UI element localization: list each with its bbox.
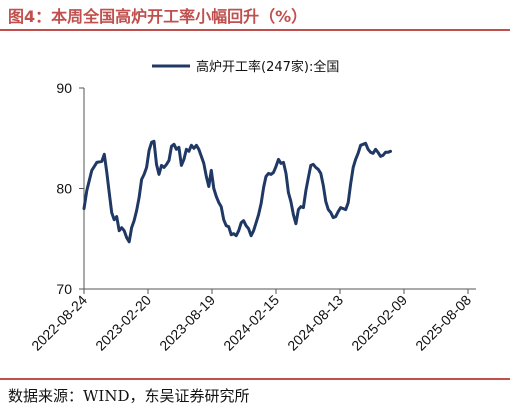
y-tick-label: 80 (56, 181, 72, 197)
series-line (82, 139, 392, 244)
chart-series (82, 139, 392, 244)
y-tick-label: 70 (56, 281, 72, 297)
figure-title-bar: 图4：本周全国高炉开工率小幅回升（%） (0, 0, 510, 31)
x-tick-label: 2025-08-08 (412, 292, 474, 354)
source-note: 数据来源：WIND，东吴证券研究所 (8, 387, 250, 405)
x-tick-label: 2025-02-09 (348, 292, 410, 354)
x-tick-label: 2024-02-15 (220, 292, 282, 354)
chart-legend: 高炉开工率(247家):全国 (152, 59, 339, 75)
x-tick-label: 2022-08-24 (28, 292, 90, 354)
legend-label: 高炉开工率(247家):全国 (196, 59, 339, 75)
figure-title: 图4：本周全国高炉开工率小幅回升（%） (8, 7, 308, 26)
x-tick-label: 2023-08-19 (156, 292, 218, 354)
x-tick-label: 2023-02-20 (92, 292, 154, 354)
x-tick-label: 2024-08-13 (284, 292, 346, 354)
y-tick-label: 90 (56, 80, 72, 96)
source-bar: 数据来源：WIND，东吴证券研究所 (0, 378, 510, 412)
